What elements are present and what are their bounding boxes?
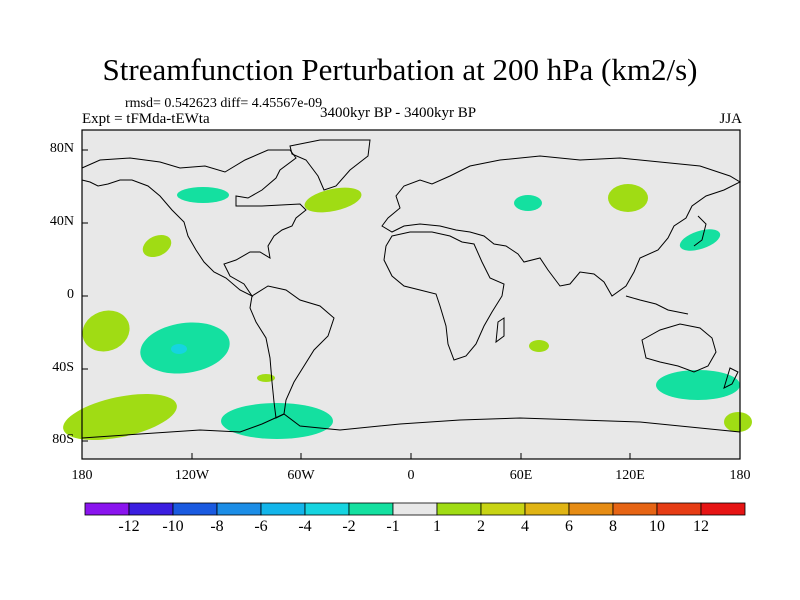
map-title: Streamfunction Perturbation at 200 hPa (… (102, 52, 698, 87)
colorbar-swatch (480, 502, 526, 516)
coast-eurasia (381, 155, 742, 297)
colorbar-swatch (216, 502, 262, 516)
colorbar-swatch (348, 502, 394, 516)
coast-north-america (81, 149, 307, 298)
xlabel-120w: 120W (174, 468, 210, 483)
coast-new-zealand (723, 367, 739, 389)
colorbar-swatch (260, 502, 306, 516)
colorbar-label-neg8: -8 (210, 518, 224, 535)
colorbar-swatch (304, 502, 350, 516)
colorbar-label-pos6: 6 (565, 518, 573, 535)
colorbar-label-neg6: -6 (254, 518, 268, 535)
season-label: JJA (719, 111, 742, 127)
colorbar-label-pos12: 12 (693, 518, 709, 535)
colorbar (84, 502, 746, 516)
colorbar-swatch (700, 502, 746, 516)
coast-south-america (249, 285, 335, 419)
ylabel-80n: 80N (49, 141, 74, 156)
anomaly-tropical-pacific-positive (82, 310, 130, 352)
xlabel-180-east: 180 (729, 468, 751, 483)
colorbar-swatch (656, 502, 702, 516)
colorbar-label-pos1: 1 (433, 518, 441, 535)
coastlines (81, 139, 742, 439)
anomaly-canada-negative (177, 187, 229, 203)
colorbar-label-neg1: -1 (386, 518, 400, 535)
anomaly-siberia-positive (608, 184, 648, 212)
colorbar-swatch (128, 502, 174, 516)
anomaly-australia-negative (656, 370, 740, 400)
coast-japan (693, 215, 707, 247)
colorbar-swatch (524, 502, 570, 516)
axis-ticks (82, 149, 631, 459)
xlabel-180-west: 180 (71, 468, 93, 483)
colorbar-swatch (172, 502, 218, 516)
colorbar-swatch (84, 502, 130, 516)
coast-australia (641, 323, 717, 373)
ylabel-80s: 80S (52, 432, 74, 447)
coast-greenland (289, 139, 371, 191)
anomaly-drake-passage-negative (221, 403, 333, 439)
anomaly-japan-negative (679, 229, 721, 251)
colorbar-swatch (612, 502, 658, 516)
anomaly-southeast-pacific-core (171, 344, 187, 354)
xlabel-60e: 60E (509, 468, 533, 483)
colorbar-label-neg4: -4 (298, 518, 312, 535)
colorbar-label-pos4: 4 (521, 518, 529, 535)
ylabel-40n: 40N (49, 214, 74, 229)
anomaly-central-asia-negative (514, 195, 542, 211)
colorbar-label-pos8: 8 (609, 518, 617, 535)
colorbar-swatch (392, 502, 438, 516)
colorbar-label-pos2: 2 (477, 518, 485, 535)
ylabel-0: 0 (67, 287, 74, 302)
anomaly-contours (63, 184, 752, 440)
colorbar-label-pos10: 10 (649, 518, 665, 535)
anomaly-north-pacific-positive (142, 234, 172, 258)
anomaly-north-atlantic-positive (304, 187, 362, 213)
coast-indonesia (625, 295, 689, 315)
ylabel-40s: 40S (52, 360, 74, 375)
xlabel-60w: 60W (287, 468, 315, 483)
coast-africa (383, 231, 505, 361)
map-background (82, 130, 740, 459)
colorbar-label-neg12: -12 (118, 518, 140, 535)
colorbar-swatch (568, 502, 614, 516)
anomaly-south-pacific-positive (63, 394, 177, 440)
anomaly-dateline-south-positive (724, 412, 752, 432)
rmsd-stats: rmsd= 0.542623 diff= 4.45567e-09 (125, 96, 323, 111)
anomaly-south-africa-positive (529, 340, 549, 352)
colorbar-label-neg10: -10 (162, 518, 184, 535)
experiment-label: Expt = tFMda-tEWta (82, 111, 210, 127)
colorbar-swatch (436, 502, 482, 516)
anomaly-south-atlantic-positive (257, 374, 275, 382)
colorbar-label-neg2: -2 (342, 518, 356, 535)
xlabel-120e: 120E (615, 468, 645, 483)
coast-antarctica (81, 413, 741, 439)
coast-madagascar (495, 317, 505, 344)
period-label: 3400kyr BP - 3400kyr BP (320, 105, 477, 121)
xlabel-0: 0 (407, 468, 415, 483)
